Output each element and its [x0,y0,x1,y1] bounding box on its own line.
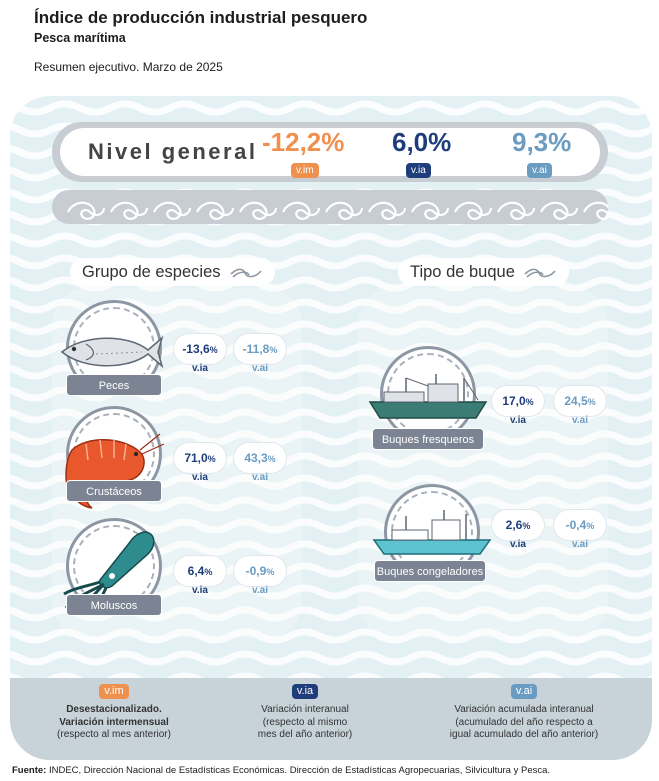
moluscos-vai-tag: v.ai [252,585,268,596]
crustaceos-vai-box: 43,3% [234,443,286,473]
legend-vim-badge: v.im [99,684,129,699]
moluscos-vai-value: -0,9 [245,564,267,578]
crustaceos-via-tag: v.ia [192,472,208,483]
summary-text: Resumen ejecutivo. Marzo de 2025 [34,60,223,74]
page-title: Índice de producción industrial pesquero [34,8,368,27]
source-label: Fuente: [12,765,47,776]
freezer-vessel-icon [372,510,492,555]
moluscos-via-value: 6,4 [187,564,205,578]
moluscos-vai-box: -0,9% [234,556,286,586]
rope-icon [67,201,622,220]
crustaceos-via-box: 71,0% [174,443,226,473]
fresqueros-vai-box: 24,5% [554,386,606,416]
vessels-group-title-text: Tipo de buque [410,263,515,281]
legend-vai-badge: v.ai [510,684,538,699]
species-label-moluscos: Moluscos [66,594,162,616]
peces-vai-tag: v.ai [252,363,268,374]
vessel-label-congeladores: Buques congeladores [374,560,486,582]
legend-vim-line1: Desestacionalizado. [66,704,162,715]
congeladores-vai-value: -0,4 [565,518,587,532]
nivel-general-box [60,128,600,176]
congeladores-vai-tag: v.ai [572,539,588,550]
nivel-general-label: Nivel general [88,139,258,164]
species-group-title: Grupo de especies [70,258,276,286]
fresqueros-vai-tag: v.ai [572,415,588,426]
legend-via: v.ia Variación interanual (respecto al m… [240,684,370,742]
vessel-label-fresqueros: Buques fresqueros [372,428,484,450]
peces-via-box: -13,6% [174,334,226,364]
source-note: Fuente: INDEC, Dirección Nacional de Est… [12,765,550,776]
fresqueros-via-value: 17,0 [502,394,526,408]
legend-vim-line3: (respecto al mes anterior) [57,729,171,740]
moluscos-via-tag: v.ia [192,585,208,596]
peces-via-tag: v.ia [192,363,208,374]
congeladores-via-tag: v.ia [510,539,526,550]
peces-via-value: -13,6 [182,342,210,356]
vai-badge: v.ai [527,163,552,178]
fresqueros-via-tag: v.ia [510,415,526,426]
crustaceos-via-value: 71,0 [184,451,208,465]
fish-icon [60,335,164,369]
fresh-vessel-icon [368,374,488,419]
source-text: INDEC, Dirección Nacional de Estadística… [48,765,551,776]
legend-via-line1: Variación interanual [261,704,349,715]
legend-vai-line3: igual acumulado del año anterior) [449,729,599,740]
congeladores-via-box: 2,6% [492,510,544,540]
vessels-group-title: Tipo de buque [398,258,570,286]
species-group-title-text: Grupo de especies [82,263,221,281]
peces-vai-box: -11,8% [234,334,286,364]
legend-via-line3: mes del año anterior) [257,729,353,740]
vessels-column [358,288,608,638]
species-label-peces: Peces [66,374,162,396]
legend-vim: v.im Desestacionalizado. Variación inter… [44,684,184,742]
congeladores-vai-box: -0,4% [554,510,606,540]
fresqueros-via-box: 17,0% [492,386,544,416]
crustaceos-vai-value: 43,3 [244,451,268,465]
crustaceos-vai-tag: v.ai [252,472,268,483]
legend-via-badge: v.ia [291,684,319,699]
via-badge: v.ia [406,163,431,178]
rope-knot-icon [230,268,262,278]
nivel-vai-value: 9,3% [512,127,572,157]
rope-band [52,190,622,224]
legend-vai: v.ai Variación acumulada interanual (acu… [436,684,612,742]
vim-badge: v.im [291,163,319,178]
nivel-vim-value: -12,2% [262,127,345,157]
fresqueros-vai-value: 24,5 [564,394,588,408]
nivel-via-value: 6,0% [392,127,452,157]
legend-via-line2: (respecto al mismo [262,716,348,728]
page-subtitle: Pesca marítima [34,31,126,45]
congeladores-via-value: 2,6 [505,518,523,532]
legend-vim-line2: Variación intermensual [59,716,169,728]
peces-vai-value: -11,8 [242,342,270,356]
rope-knot-icon [524,268,557,278]
legend-vai-line1: Variación acumulada interanual [454,704,594,715]
species-label-crustaceos: Crustáceos [66,480,162,502]
legend-vai-line2: (acumulado del año respecto a [455,716,593,728]
moluscos-via-box: 6,4% [174,556,226,586]
